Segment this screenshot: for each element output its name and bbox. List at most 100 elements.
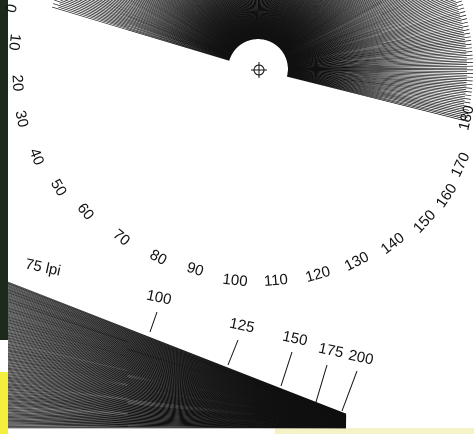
fan-line [221,0,245,43]
fan-line [266,0,279,41]
fan-line [287,32,471,65]
fan-line [266,0,280,41]
fan-line [272,0,300,44]
fan-line [287,62,473,69]
fan-line [275,0,311,46]
fan-degree-label: 60 [74,200,98,224]
fan-line [165,0,235,52]
fan-line [74,0,231,59]
fan-line [282,0,359,53]
fan-line [270,0,293,43]
fan-line [229,0,248,42]
fan-line [281,0,348,51]
fan-line [263,0,272,40]
fan-line [269,0,290,42]
fan-line [287,35,465,65]
fan-line [286,0,456,60]
fan-line [215,0,243,44]
fan-line [284,0,405,57]
fan-line [274,0,307,45]
fan-line [155,0,234,53]
fan-line [262,0,270,40]
fan-line [137,0,233,55]
fan-line [268,0,286,42]
fan-line [269,0,289,42]
fan-line [228,0,247,42]
fan-line [238,0,251,41]
fan-line [276,0,315,46]
fan-line [287,21,462,63]
fan-degree-label: 70 [110,226,134,250]
fan-line [267,0,282,41]
fan-degree-label: 80 [147,246,170,269]
fan-line [274,0,305,45]
fan-line [271,0,294,43]
fan-line [256,0,258,40]
fan-line [278,0,324,48]
fan-line [176,0,236,50]
fan-line [286,0,450,60]
fan-degree-label: 90 [185,259,206,280]
fan-line [284,0,385,55]
fan-line [156,0,234,53]
fan-line [205,0,241,46]
fan-line [287,68,474,71]
fan-line [286,0,463,60]
fan-line [241,0,252,40]
fan-line [254,0,258,40]
fan-line [181,0,237,50]
fan-line [267,0,282,41]
fan-line [283,0,375,54]
fan-degree-label: 110 [263,271,288,290]
fan-degree-label: 30 [11,109,31,129]
fan-line [280,0,342,51]
fan-line [287,60,467,69]
fan-line [231,0,248,42]
fan-line [242,0,252,40]
fan-line [206,0,241,46]
fan-line [232,0,249,41]
fan-line [185,0,237,49]
fan-line [275,0,308,45]
fan-line [287,24,463,64]
fan-line [277,0,317,47]
fan-line [230,0,248,42]
fan-line [260,0,266,40]
fan-line [281,0,350,52]
fan-line [193,0,238,48]
fan-line [287,17,461,63]
fan-degree-label: 150 [410,207,439,237]
fan-line [265,0,277,40]
fan-line [220,0,245,43]
fan-line [277,0,319,47]
fan-line [287,32,464,65]
fan-line [281,0,353,52]
wedge-lpi-ticks [149,311,358,412]
fan-line [224,0,246,43]
cream-bottom-band [275,428,474,434]
fan-line [251,0,256,40]
fan-line [83,0,231,59]
fan-line [262,0,271,40]
fan-line [198,0,239,47]
fan-line [286,4,464,61]
fan-line [286,14,460,62]
fan-line [267,0,284,41]
fan-line [256,0,258,40]
fan-line [287,29,470,64]
fan-line [287,74,470,111]
fan-line [220,0,245,43]
fan-line [285,0,423,58]
fan-line [103,0,231,58]
fan-line [287,53,467,68]
fan-line [243,0,253,40]
fan-line [239,0,251,41]
fan-line [274,0,306,45]
fan-line [116,0,232,57]
fan-line [271,0,295,43]
fan-degree-label: 140 [378,229,408,258]
fan-line [243,0,253,40]
fan-line [276,0,314,46]
fan-line [282,0,355,52]
